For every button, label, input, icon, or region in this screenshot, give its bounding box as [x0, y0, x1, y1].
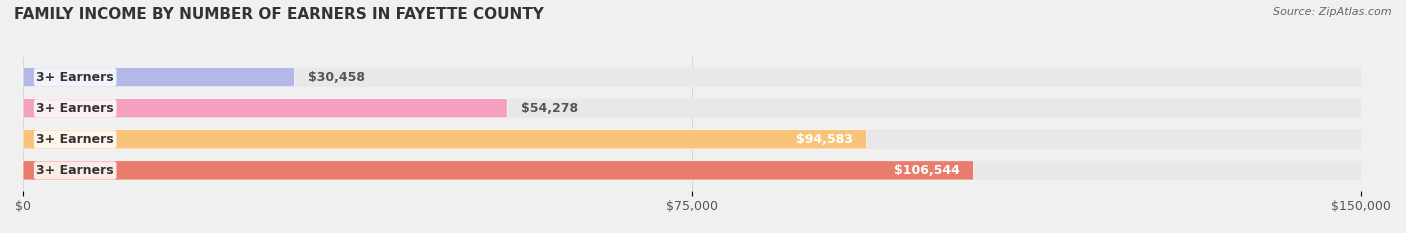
- FancyBboxPatch shape: [22, 68, 1361, 87]
- Text: $94,583: $94,583: [796, 133, 853, 146]
- FancyBboxPatch shape: [22, 130, 866, 149]
- Text: 3+ Earners: 3+ Earners: [37, 102, 114, 115]
- FancyBboxPatch shape: [22, 130, 1361, 149]
- FancyBboxPatch shape: [22, 161, 973, 180]
- FancyBboxPatch shape: [22, 161, 1361, 180]
- FancyBboxPatch shape: [22, 99, 508, 118]
- Text: $106,544: $106,544: [894, 164, 960, 177]
- Text: 3+ Earners: 3+ Earners: [37, 133, 114, 146]
- FancyBboxPatch shape: [22, 99, 1361, 118]
- Text: $54,278: $54,278: [520, 102, 578, 115]
- Text: 3+ Earners: 3+ Earners: [37, 71, 114, 84]
- Text: Source: ZipAtlas.com: Source: ZipAtlas.com: [1274, 7, 1392, 17]
- Text: FAMILY INCOME BY NUMBER OF EARNERS IN FAYETTE COUNTY: FAMILY INCOME BY NUMBER OF EARNERS IN FA…: [14, 7, 544, 22]
- FancyBboxPatch shape: [22, 68, 295, 87]
- Text: $30,458: $30,458: [308, 71, 366, 84]
- Text: 3+ Earners: 3+ Earners: [37, 164, 114, 177]
